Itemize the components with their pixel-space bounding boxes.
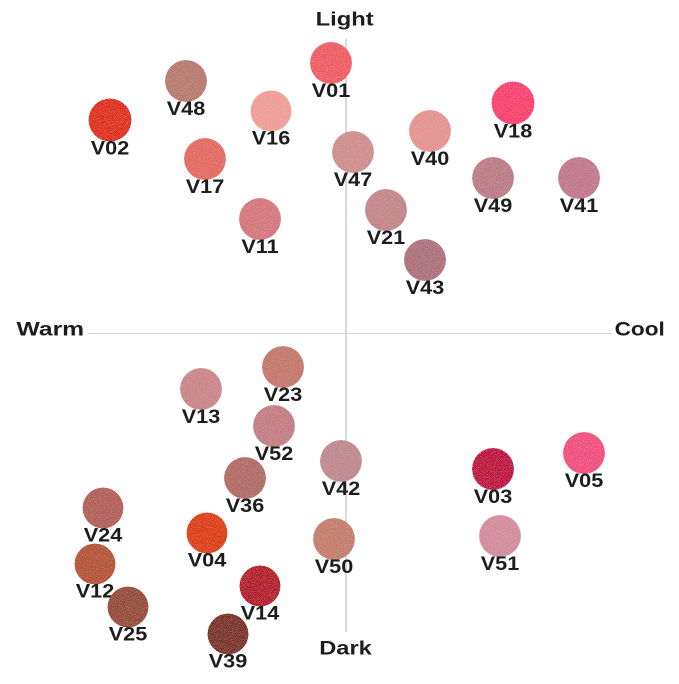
svg-text:V24: V24 xyxy=(84,526,123,547)
svg-text:V25: V25 xyxy=(109,625,148,646)
svg-text:V12: V12 xyxy=(76,582,115,603)
svg-text:V41: V41 xyxy=(560,196,599,217)
svg-text:V13: V13 xyxy=(182,407,221,428)
svg-text:V17: V17 xyxy=(186,177,225,198)
svg-text:V11: V11 xyxy=(241,237,278,258)
svg-text:V47: V47 xyxy=(334,170,373,191)
svg-text:V49: V49 xyxy=(474,196,513,217)
svg-text:V05: V05 xyxy=(565,471,604,492)
svg-text:V21: V21 xyxy=(367,228,406,249)
svg-text:V52: V52 xyxy=(255,444,294,465)
svg-text:V14: V14 xyxy=(241,604,280,625)
svg-text:V23: V23 xyxy=(264,385,303,406)
svg-text:V51: V51 xyxy=(481,554,520,575)
svg-text:Cool: Cool xyxy=(615,319,665,340)
svg-text:V16: V16 xyxy=(252,129,291,150)
svg-text:V39: V39 xyxy=(209,652,248,673)
svg-text:V40: V40 xyxy=(411,149,450,170)
svg-text:V43: V43 xyxy=(406,278,445,299)
svg-text:V18: V18 xyxy=(494,122,533,143)
svg-text:V03: V03 xyxy=(474,487,513,508)
svg-text:Light: Light xyxy=(316,9,374,30)
svg-text:V50: V50 xyxy=(315,557,354,578)
svg-text:V01: V01 xyxy=(312,81,351,102)
svg-text:V04: V04 xyxy=(188,551,227,572)
svg-text:Warm: Warm xyxy=(16,318,84,340)
svg-text:V48: V48 xyxy=(167,99,206,120)
svg-text:V02: V02 xyxy=(91,139,130,160)
svg-text:Dark: Dark xyxy=(319,637,372,658)
svg-text:V42: V42 xyxy=(322,479,361,500)
svg-text:V36: V36 xyxy=(226,496,265,517)
